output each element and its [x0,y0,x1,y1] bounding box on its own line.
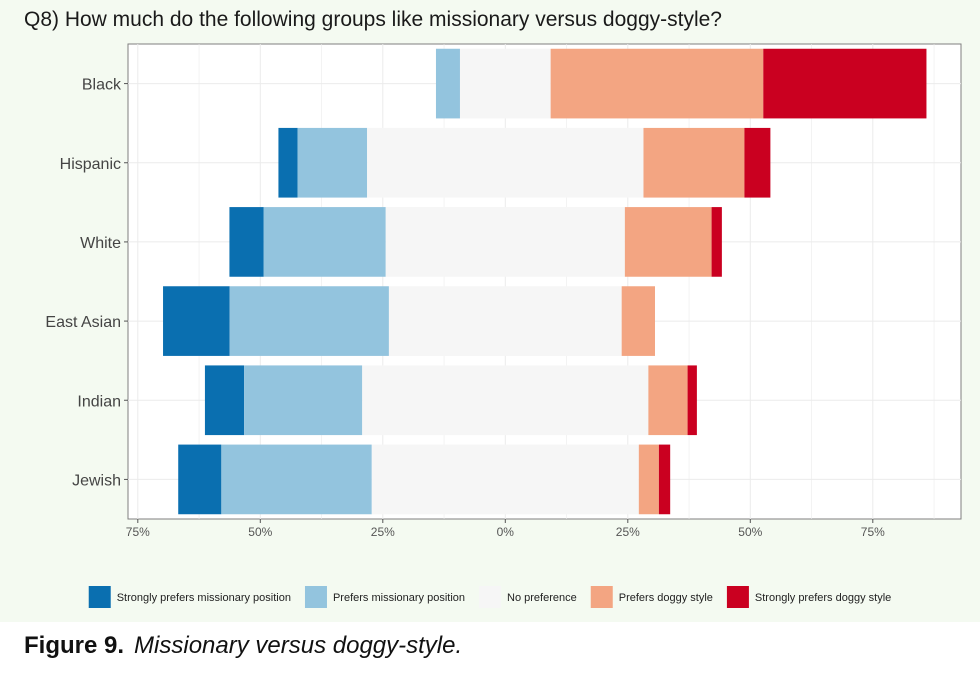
bar-segment-white-4 [711,207,722,277]
bar-segment-black-4 [763,48,927,119]
bar-segment-hispanic-2 [367,127,644,198]
plot-panel [127,43,962,520]
legend-swatch [304,586,327,608]
x-tick-label: 25% [616,525,640,539]
bar-segment-hispanic-4 [744,127,771,198]
figure-caption: Figure 9. Missionary versus doggy-style. [24,632,462,660]
bar-segment-white-0 [229,207,264,277]
bar-segment-east-asian-0 [163,286,230,356]
bar-segment-black-1 [435,48,460,119]
bar-segment-indian-1 [244,365,363,436]
bar-segment-white-3 [624,207,712,277]
legend-label: Prefers doggy style [619,592,713,604]
legend-swatch [726,586,749,608]
chart-title: Q8) How much do the following groups lik… [24,8,722,31]
y-tick-label: White [80,235,121,252]
legend-label: Strongly prefers doggy style [755,592,891,604]
x-tick-label: 75% [861,525,885,539]
caption-label: Figure 9. [24,632,125,659]
legend-swatch [590,586,613,608]
bar-segment-indian-0 [204,365,245,436]
caption-text: Missionary versus doggy-style. [134,632,463,659]
bar-segment-east-asian-3 [621,286,655,356]
x-tick-label: 0% [497,525,515,539]
bar-segment-indian-4 [687,365,697,436]
x-axis: 75% 50% 25% 0% 25% 50% 75% [126,519,885,539]
bar-segment-jewish-4 [658,444,671,515]
bar-segment-white-2 [385,207,625,277]
bar-segment-white-1 [263,207,386,277]
bars [163,48,927,515]
bar-segment-jewish-3 [638,444,659,515]
bar-segment-hispanic-3 [643,127,745,198]
bar-segment-black-2 [459,48,551,119]
y-tick-label: Jewish [72,472,121,489]
x-tick-label: 25% [371,525,395,539]
bar-segment-east-asian-2 [388,286,622,356]
bar-segment-indian-3 [648,365,688,436]
legend-swatch [88,586,111,608]
x-tick-label: 50% [248,525,272,539]
x-tick-label: 50% [738,525,762,539]
legend-label: Strongly prefers missionary position [117,592,291,604]
legend-label: Prefers missionary position [333,592,465,604]
bar-segment-jewish-1 [221,444,372,515]
y-tick-label: Black [82,77,122,94]
x-tick-label: 75% [126,525,150,539]
bar-segment-hispanic-1 [297,127,368,198]
bar-segment-black-3 [550,48,764,119]
y-tick-label: Indian [77,393,121,410]
bar-segment-east-asian-1 [229,286,389,356]
bar-segment-hispanic-0 [278,127,298,198]
legend: Strongly prefers missionary position Pref… [88,586,891,608]
bar-segment-jewish-0 [178,444,222,515]
bar-segment-indian-2 [362,365,649,436]
legend-swatch [479,586,502,608]
y-tick-label: East Asian [45,314,121,331]
bar-segment-jewish-2 [371,444,639,515]
y-axis: Black Hispanic White East Asian Indian Jewish [45,77,128,489]
legend-label: No preference [507,592,577,604]
y-tick-label: Hispanic [60,156,121,173]
